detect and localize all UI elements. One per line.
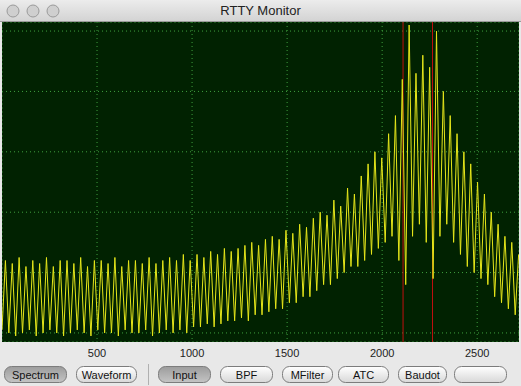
reference-line xyxy=(432,22,433,342)
x-tick-label: 2000 xyxy=(370,347,394,359)
button-face[interactable] xyxy=(283,367,333,383)
button-label[interactable]: BPF xyxy=(236,369,258,381)
plot-background xyxy=(2,22,519,342)
toolbar-button[interactable]: Waveform xyxy=(77,367,137,383)
x-tick-label: 2500 xyxy=(465,347,489,359)
window-control[interactable] xyxy=(7,5,19,17)
toolbar-button[interactable]: Spectrum xyxy=(5,367,67,383)
grid-line-y xyxy=(2,332,519,333)
toolbar-button[interactable] xyxy=(455,367,507,383)
button-face[interactable] xyxy=(77,367,137,383)
button-label[interactable]: Baudot xyxy=(405,369,440,381)
button-label[interactable]: ATC xyxy=(353,369,374,381)
toolbar-button[interactable]: Baudot xyxy=(399,367,447,383)
plot-frame xyxy=(3,23,519,342)
button-label[interactable]: Input xyxy=(172,369,196,381)
title-bar-border xyxy=(0,21,521,22)
x-tick-label: 500 xyxy=(88,347,106,359)
x-tick-label: 1500 xyxy=(275,347,299,359)
grid-line-x xyxy=(97,22,98,342)
grid-line-y xyxy=(2,31,519,32)
reference-line xyxy=(403,22,404,342)
plot-data xyxy=(2,22,519,342)
toolbar-button[interactable]: Input xyxy=(159,367,211,383)
window-control[interactable] xyxy=(27,5,39,17)
button-label[interactable]: Spectrum xyxy=(12,369,59,381)
toolbar-separator xyxy=(148,364,149,385)
toolbar-button[interactable]: ATC xyxy=(339,367,389,383)
window-title: RTTY Monitor xyxy=(220,3,301,18)
screen: RTTY Monitor 500 1000 1500 2000 2500 Spectrum W… xyxy=(0,0,521,386)
toolbar-button[interactable]: BPF xyxy=(221,367,273,383)
button-face[interactable] xyxy=(399,367,447,383)
spectrum-line xyxy=(2,25,519,336)
title-bar xyxy=(0,0,521,22)
button-face[interactable] xyxy=(5,367,67,383)
grid-line-y xyxy=(2,91,519,92)
toolbar-button[interactable]: MFilter xyxy=(283,367,333,383)
button-face[interactable] xyxy=(339,367,389,383)
button-face[interactable] xyxy=(159,367,211,383)
button-face[interactable] xyxy=(221,367,273,383)
grid-line-y xyxy=(2,212,519,213)
window-control[interactable] xyxy=(47,5,59,17)
button-face[interactable] xyxy=(455,367,507,383)
window-background xyxy=(0,0,521,386)
grid-line-x xyxy=(287,22,288,342)
button-label[interactable]: MFilter xyxy=(291,369,325,381)
button-label[interactable]: Waveform xyxy=(82,369,132,381)
x-tick-label: 1000 xyxy=(180,347,204,359)
